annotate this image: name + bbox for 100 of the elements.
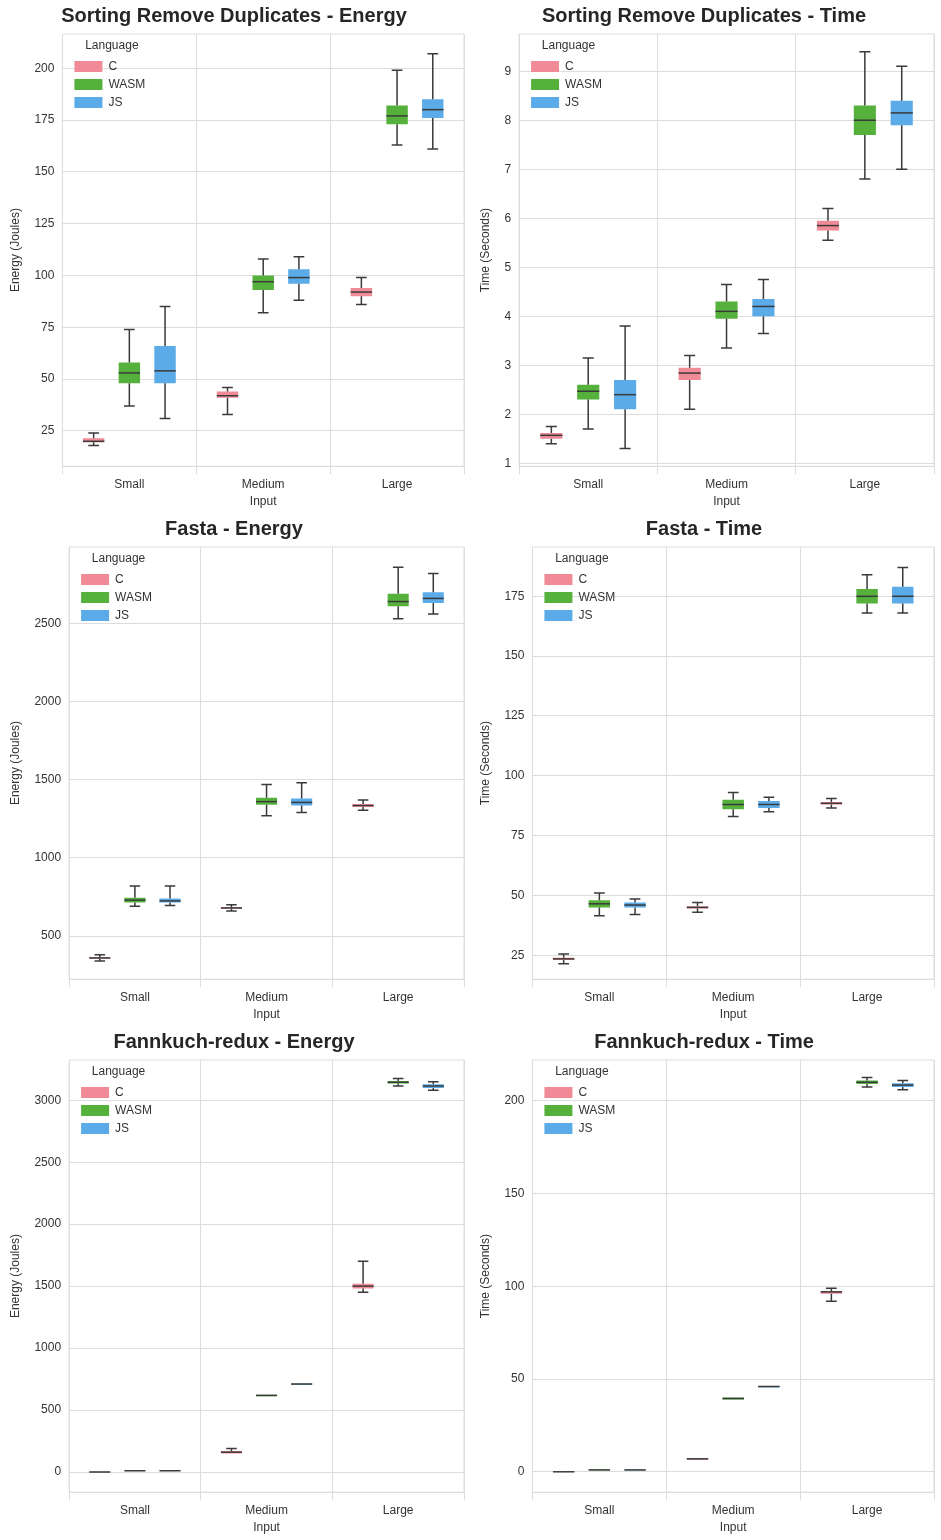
- y-tick-label: 2: [504, 406, 512, 421]
- legend-title: Language: [85, 38, 139, 53]
- legend-label: JS: [108, 94, 123, 109]
- y-tick-label: 100: [504, 768, 525, 783]
- legend-label: JS: [578, 607, 593, 622]
- y-tick-label: 125: [34, 215, 55, 230]
- y-tick-label: 0: [54, 1464, 62, 1479]
- y-tick-label: 2500: [34, 615, 62, 630]
- y-tick-label: 50: [511, 887, 525, 902]
- y-tick-label: 200: [504, 1093, 525, 1108]
- chart-title: Sorting Remove Duplicates - Time: [541, 3, 867, 26]
- legend-title: Language: [555, 1064, 609, 1079]
- x-tick-label: Medium: [711, 1502, 755, 1517]
- chart-title: Sorting Remove Duplicates - Energy: [61, 3, 408, 26]
- y-tick-label: 150: [504, 648, 525, 663]
- x-tick-label: Large: [382, 1502, 414, 1517]
- y-tick-label: 50: [511, 1371, 525, 1386]
- chart-title: Fasta - Energy: [165, 516, 304, 539]
- x-tick-label: Medium: [245, 989, 288, 1004]
- legend-title: Language: [541, 38, 596, 53]
- x-axis-title: Input: [719, 1007, 748, 1022]
- x-tick-label: Small: [119, 1502, 150, 1517]
- y-tick-label: 100: [34, 267, 55, 282]
- legend-label: WASM: [578, 1102, 616, 1117]
- y-axis-title: Time (Seconds): [477, 207, 492, 293]
- chart-title: Fannkuch-redux - Time: [594, 1029, 814, 1052]
- y-tick-label: 25: [41, 423, 55, 438]
- y-tick-label: 1000: [34, 850, 62, 865]
- x-tick-label: Small: [584, 1502, 615, 1517]
- y-tick-label: 500: [41, 1402, 62, 1417]
- x-tick-label: Large: [851, 989, 883, 1004]
- y-tick-label: 175: [34, 112, 55, 127]
- y-tick-label: 3: [504, 357, 512, 372]
- legend-label: C: [108, 58, 118, 73]
- legend-label: WASM: [108, 76, 146, 91]
- y-tick-label: 6: [504, 210, 512, 225]
- x-tick-label: Small: [119, 989, 150, 1004]
- y-tick-label: 0: [517, 1464, 525, 1479]
- y-tick-label: 9: [504, 63, 512, 78]
- legend-label: C: [578, 1084, 588, 1099]
- y-axis-title: Energy (Joules): [7, 208, 22, 293]
- legend-label: C: [565, 58, 575, 73]
- y-axis-title: Time (Seconds): [477, 720, 492, 806]
- y-tick-label: 100: [504, 1278, 525, 1293]
- y-axis-title: Energy (Joules): [7, 1234, 22, 1319]
- y-tick-label: 150: [34, 164, 55, 179]
- y-tick-label: 150: [504, 1185, 525, 1200]
- legend-label: JS: [565, 94, 580, 109]
- x-tick-label: Medium: [245, 1502, 288, 1517]
- x-axis-title: Input: [249, 494, 278, 509]
- x-tick-label: Medium: [711, 989, 755, 1004]
- y-tick-label: 7: [504, 161, 512, 176]
- y-tick-label: 1000: [34, 1340, 62, 1355]
- x-tick-label: Large: [851, 1502, 883, 1517]
- x-tick-label: Large: [381, 476, 413, 491]
- legend-label: WASM: [578, 589, 616, 604]
- y-tick-label: 4: [504, 308, 512, 323]
- y-tick-label: 2000: [34, 693, 62, 708]
- x-tick-label: Small: [114, 476, 145, 491]
- x-tick-label: Small: [584, 989, 615, 1004]
- chart-title: Fannkuch-redux - Energy: [113, 1029, 356, 1052]
- y-tick-label: 175: [504, 588, 525, 603]
- legend-title: Language: [91, 1064, 146, 1079]
- y-tick-label: 75: [511, 827, 525, 842]
- y-tick-label: 500: [41, 928, 62, 943]
- y-tick-label: 2000: [34, 1216, 62, 1231]
- legend-label: WASM: [115, 1102, 152, 1117]
- legend-label: WASM: [565, 76, 602, 91]
- y-tick-label: 200: [34, 60, 55, 75]
- legend-label: JS: [115, 1120, 130, 1135]
- x-axis-title: Input: [719, 1520, 748, 1535]
- y-tick-label: 2500: [34, 1154, 62, 1169]
- legend-label: JS: [115, 607, 130, 622]
- legend-label: JS: [578, 1120, 593, 1135]
- x-axis-title: Input: [253, 1007, 281, 1022]
- y-tick-label: 3000: [34, 1092, 62, 1107]
- y-tick-label: 75: [41, 319, 55, 334]
- y-tick-label: 50: [41, 371, 55, 386]
- x-tick-label: Large: [382, 989, 414, 1004]
- legend-title: Language: [555, 551, 609, 566]
- legend-label: WASM: [115, 589, 152, 604]
- y-tick-label: 125: [504, 708, 525, 723]
- x-tick-label: Medium: [241, 476, 285, 491]
- y-tick-label: 1500: [34, 772, 62, 787]
- y-tick-label: 1: [504, 455, 512, 470]
- legend-label: C: [578, 571, 588, 586]
- legend-label: C: [115, 1084, 125, 1099]
- legend-title: Language: [91, 551, 146, 566]
- y-tick-label: 5: [504, 259, 512, 274]
- x-axis-title: Input: [713, 494, 741, 509]
- x-tick-label: Medium: [705, 476, 748, 491]
- legend-label: C: [115, 571, 125, 586]
- y-axis-title: Time (Seconds): [477, 1233, 492, 1319]
- x-tick-label: Large: [849, 476, 881, 491]
- chart-title: Fasta - Time: [645, 516, 763, 539]
- y-tick-label: 1500: [34, 1278, 62, 1293]
- x-axis-title: Input: [253, 1520, 281, 1535]
- y-axis-title: Energy (Joules): [7, 721, 22, 806]
- y-tick-label: 8: [504, 112, 512, 127]
- x-tick-label: Small: [573, 476, 604, 491]
